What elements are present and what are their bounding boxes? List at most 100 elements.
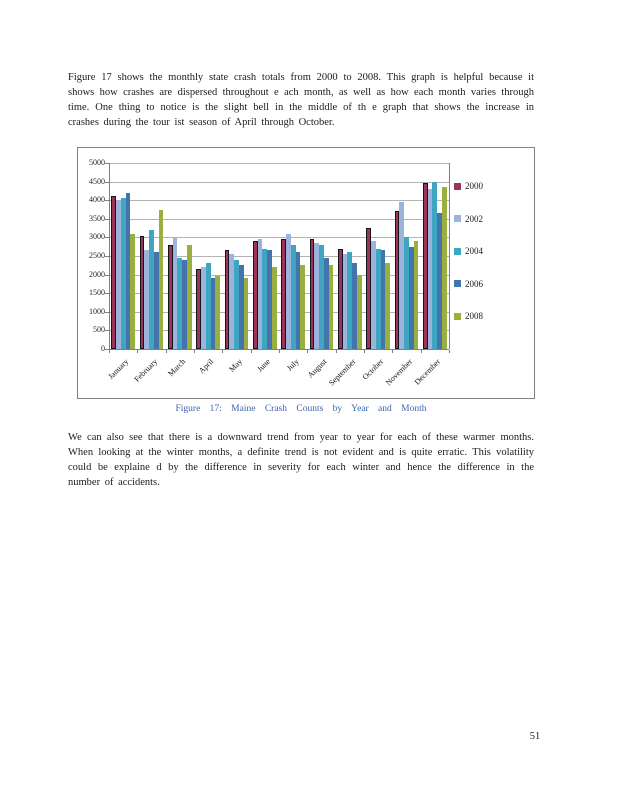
x-axis-label: March — [166, 357, 188, 379]
bar-2008-november — [413, 241, 419, 349]
y-axis-tick — [105, 311, 109, 313]
x-axis-label: August — [306, 357, 329, 380]
bar-2004-november — [404, 237, 409, 349]
y-gridline — [109, 311, 449, 313]
x-axis-label: January — [106, 357, 131, 381]
x-axis-label: May — [227, 357, 244, 374]
y-axis-tick — [105, 181, 109, 183]
bar-2006-november — [408, 246, 414, 349]
legend-swatch-icon — [454, 247, 461, 255]
y-axis-tick — [105, 330, 109, 332]
y-axis-label: 0 — [101, 344, 105, 353]
bar-2006-january — [125, 192, 131, 349]
bar-2000-february — [139, 235, 145, 349]
legend-swatch-icon — [454, 312, 461, 320]
bar-2000-july — [281, 239, 286, 349]
y-gridline — [109, 330, 449, 332]
bar-2008-august — [328, 265, 334, 349]
plot-right-border — [449, 163, 450, 349]
bar-2004-september — [347, 252, 353, 349]
x-axis-label: April — [197, 357, 216, 376]
legend-swatch-icon — [454, 182, 461, 190]
bar-2006-april — [210, 278, 216, 349]
y-gridline — [109, 163, 449, 164]
bar-2000-june — [252, 241, 258, 349]
page-number: 51 — [529, 731, 541, 742]
bar-2002-february — [144, 250, 150, 349]
x-axis-label: July — [284, 357, 301, 373]
bar-2000-april — [196, 269, 201, 349]
legend-label: 2004 — [465, 246, 483, 256]
legend-item-2004: 2004 — [454, 246, 483, 256]
bar-2004-december — [432, 181, 438, 349]
legend-item-2000: 2000 — [454, 181, 483, 191]
legend-label: 2008 — [465, 311, 483, 321]
bar-2000-december — [422, 183, 428, 349]
x-axis-label: February — [132, 357, 159, 384]
x-axis-tick — [222, 350, 224, 353]
bar-2000-october — [366, 228, 371, 349]
y-gridline — [109, 181, 449, 183]
y-axis-label: 1500 — [89, 288, 105, 298]
bar-2006-december — [437, 213, 443, 349]
bar-2002-december — [427, 189, 433, 349]
legend-label: 2002 — [465, 213, 483, 224]
body-paragraph: We can also see that there is a downward… — [68, 432, 534, 488]
bar-2000-november — [394, 211, 400, 349]
y-axis-tick — [105, 237, 109, 239]
bar-2008-december — [442, 187, 447, 349]
x-axis-tick — [364, 350, 365, 353]
bar-2000-august — [309, 239, 315, 349]
y-axis-label: 2500 — [89, 251, 105, 260]
bar-2002-may — [229, 254, 235, 349]
x-axis-tick — [392, 350, 394, 353]
y-axis-label: 1000 — [89, 306, 105, 316]
bar-2008-september — [357, 274, 362, 349]
y-gridline — [109, 274, 449, 276]
y-axis-label: 500 — [93, 325, 105, 335]
legend-item-2006: 2006 — [454, 279, 483, 289]
x-axis-label: September — [326, 357, 358, 388]
bar-2008-july — [300, 265, 306, 349]
x-axis-label: December — [412, 357, 443, 387]
bar-2002-september — [342, 254, 348, 349]
bar-2002-august — [314, 242, 320, 349]
bar-2008-january — [130, 233, 136, 349]
x-axis-tick — [279, 350, 280, 353]
bar-2006-july — [295, 252, 301, 349]
y-gridline — [109, 256, 449, 257]
bar-2002-june — [257, 239, 263, 349]
bar-2002-november — [399, 202, 405, 349]
bar-2004-august — [319, 244, 324, 349]
bar-2006-may — [238, 265, 244, 349]
x-axis-label: October — [360, 357, 386, 382]
bar-2004-june — [262, 248, 268, 349]
y-axis-label: 4000 — [89, 195, 105, 205]
intro-paragraph: Figure 17 shows the monthly state crash … — [68, 72, 534, 128]
bar-chart: 0 500 1000 1500 2000 2500 3000 3500 4000 4500 5000… — [77, 147, 535, 399]
bar-2000-march — [167, 244, 173, 349]
bar-2004-february — [149, 229, 154, 349]
bar-2004-january — [120, 198, 126, 349]
x-axis-tick — [165, 350, 167, 353]
y-axis-tick — [105, 200, 109, 202]
bar-2004-july — [290, 244, 296, 349]
bar-2000-may — [224, 250, 230, 349]
legend-item-2002: 2002 — [454, 214, 483, 224]
bar-2004-april — [205, 263, 211, 349]
bar-2008-october — [385, 263, 391, 349]
legend-label: 2006 — [465, 278, 483, 289]
legend-item-2008: 2008 — [454, 311, 483, 321]
bar-2008-april — [215, 276, 221, 349]
y-axis-label: 3000 — [89, 232, 105, 242]
x-axis-label: June — [255, 357, 273, 374]
y-axis-tick — [105, 163, 109, 164]
x-axis-tick — [109, 350, 110, 353]
bar-2004-may — [234, 259, 239, 349]
y-axis-label: 3500 — [89, 213, 105, 223]
legend-swatch-icon — [454, 280, 461, 287]
bar-2008-may — [243, 278, 249, 349]
x-axis-tick — [335, 350, 337, 353]
y-axis-line — [109, 163, 110, 349]
legend-label: 2000 — [465, 181, 483, 191]
